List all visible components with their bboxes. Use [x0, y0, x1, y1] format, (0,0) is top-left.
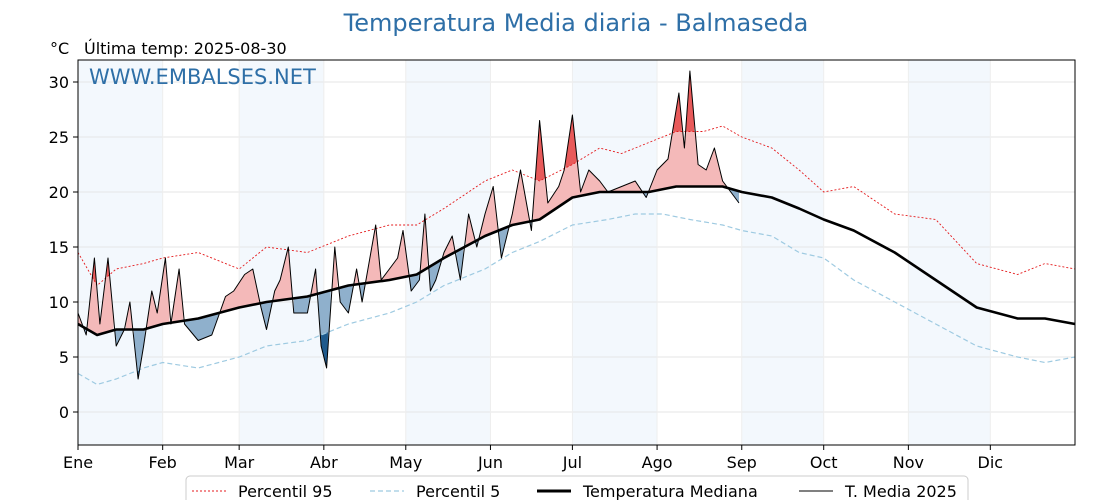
- anomaly-fill: [172, 269, 184, 323]
- anomaly-fill: [532, 115, 607, 221]
- y-tick-label: 15: [49, 238, 69, 257]
- anomaly-fill: [685, 71, 694, 132]
- x-tick-label: Oct: [810, 453, 838, 472]
- month-band: [78, 60, 163, 445]
- x-tick-label: Dic: [978, 453, 1004, 472]
- unit-label: °C: [50, 39, 69, 58]
- x-tick-label: Jun: [477, 453, 503, 472]
- y-tick-label: 0: [59, 403, 69, 422]
- anomaly-fill: [429, 259, 442, 291]
- y-tick-label: 30: [49, 73, 69, 92]
- last-temp-label: Última temp: 2025-08-30: [84, 39, 287, 58]
- anomaly-fill: [146, 258, 170, 329]
- legend-label-p5: Percentil 5: [416, 482, 500, 500]
- anomaly-fill: [220, 269, 260, 313]
- anomaly-fill: [338, 284, 353, 313]
- anomaly-fill: [498, 226, 509, 258]
- anomaly-fill: [509, 170, 529, 227]
- month-band: [741, 60, 824, 445]
- series-line-p95: [77, 125, 1076, 286]
- x-tick-label: May: [389, 453, 422, 472]
- x-tick-label: Nov: [893, 453, 924, 472]
- series-lines: [77, 70, 1076, 386]
- series-line-median: [77, 185, 1076, 337]
- legend: Percentil 95 Percentil 5 Temperatura Med…: [185, 475, 969, 500]
- x-axis: Ene Feb Mar Abr May Jun Jul Ago Sep Oct Nov Dic: [63, 445, 1003, 472]
- x-tick-label: Ene: [63, 453, 93, 472]
- anomaly-fill: [535, 120, 546, 181]
- anomaly-fills: [78, 71, 739, 379]
- chart-title: Temperatura Media diaria - Balmaseda: [343, 9, 809, 37]
- anomaly-fill: [332, 247, 338, 290]
- anomaly-fill: [134, 329, 145, 379]
- anomaly-fill: [114, 329, 124, 346]
- series-line-t2025: [77, 70, 740, 380]
- legend-box: [185, 475, 969, 500]
- anomaly-fill: [409, 272, 420, 291]
- y-tick-label: 10: [49, 293, 69, 312]
- anomaly-fill: [359, 283, 365, 302]
- month-bands: [78, 60, 991, 445]
- legend-label-p95: Percentil 95: [238, 482, 333, 500]
- watermark: WWW.EMBALSES.NET: [89, 65, 316, 89]
- legend-label-median: Temperatura Mediana: [582, 482, 758, 500]
- y-tick-label: 5: [59, 348, 69, 367]
- month-band: [908, 60, 991, 445]
- x-tick-label: Ago: [642, 453, 673, 472]
- anomaly-fill: [93, 258, 96, 284]
- plot-frame: [77, 59, 1076, 446]
- anomaly-fill: [609, 181, 643, 192]
- y-tick-label: 20: [49, 183, 69, 202]
- x-tick-label: Feb: [149, 453, 177, 472]
- series-line-p5: [77, 213, 1076, 386]
- anomaly-fill: [293, 295, 311, 313]
- legend-label-2025: T. Media 2025: [844, 482, 957, 500]
- anomaly-fill: [479, 186, 498, 239]
- anomaly-fill: [106, 258, 110, 278]
- x-tick-label: Abr: [310, 453, 338, 472]
- month-band: [239, 60, 324, 445]
- x-tick-label: Jul: [562, 453, 582, 472]
- y-axis: 0 5 10 15 20 25 30: [49, 73, 78, 422]
- month-band: [572, 60, 658, 445]
- x-tick-label: Sep: [727, 453, 757, 472]
- anomaly-fill: [125, 302, 133, 330]
- anomaly-fill: [261, 301, 272, 330]
- x-tick-label: Mar: [224, 453, 255, 472]
- anomaly-fill: [273, 247, 293, 302]
- y-tick-label: 25: [49, 128, 69, 147]
- anomaly-fill: [321, 332, 328, 368]
